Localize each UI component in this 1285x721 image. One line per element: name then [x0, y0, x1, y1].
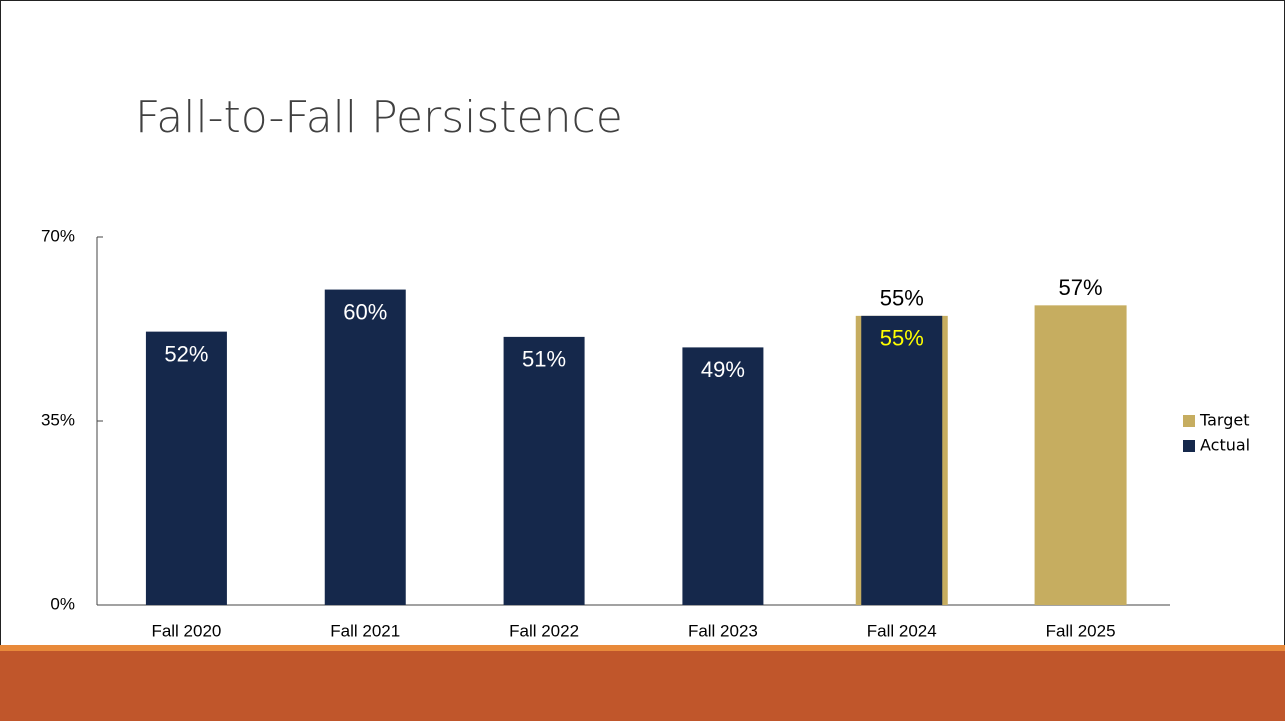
value-label: 57%: [1059, 275, 1103, 300]
value-label: 60%: [343, 299, 387, 324]
x-tick-label: Fall 2022: [509, 621, 579, 640]
value-label: 49%: [701, 357, 745, 382]
legend-label: Actual: [1200, 436, 1250, 455]
bar: [1034, 305, 1127, 605]
bar: [861, 315, 943, 605]
value-label: 55%: [880, 286, 924, 311]
x-tick-label: Fall 2024: [867, 621, 937, 640]
bar: [503, 336, 585, 605]
y-tick-label: 70%: [41, 226, 75, 245]
value-label: 55%: [880, 326, 924, 351]
legend-swatch: [1183, 415, 1195, 427]
bar: [145, 331, 227, 605]
value-label: 51%: [522, 347, 566, 372]
bar: [324, 289, 406, 605]
x-tick-label: Fall 2021: [330, 621, 400, 640]
y-tick-label: 0%: [50, 594, 75, 613]
legend-label: Target: [1199, 411, 1250, 430]
bar: [682, 347, 764, 605]
x-tick-label: Fall 2025: [1046, 621, 1116, 640]
footer-band: [0, 651, 1285, 721]
chart-title: Fall-to-Fall Persistence: [135, 92, 623, 143]
x-tick-label: Fall 2023: [688, 621, 758, 640]
value-label: 52%: [164, 341, 208, 366]
x-tick-label: Fall 2020: [151, 621, 221, 640]
legend-swatch: [1183, 440, 1195, 452]
accent-line: [0, 645, 1285, 651]
y-tick-label: 35%: [41, 410, 75, 429]
